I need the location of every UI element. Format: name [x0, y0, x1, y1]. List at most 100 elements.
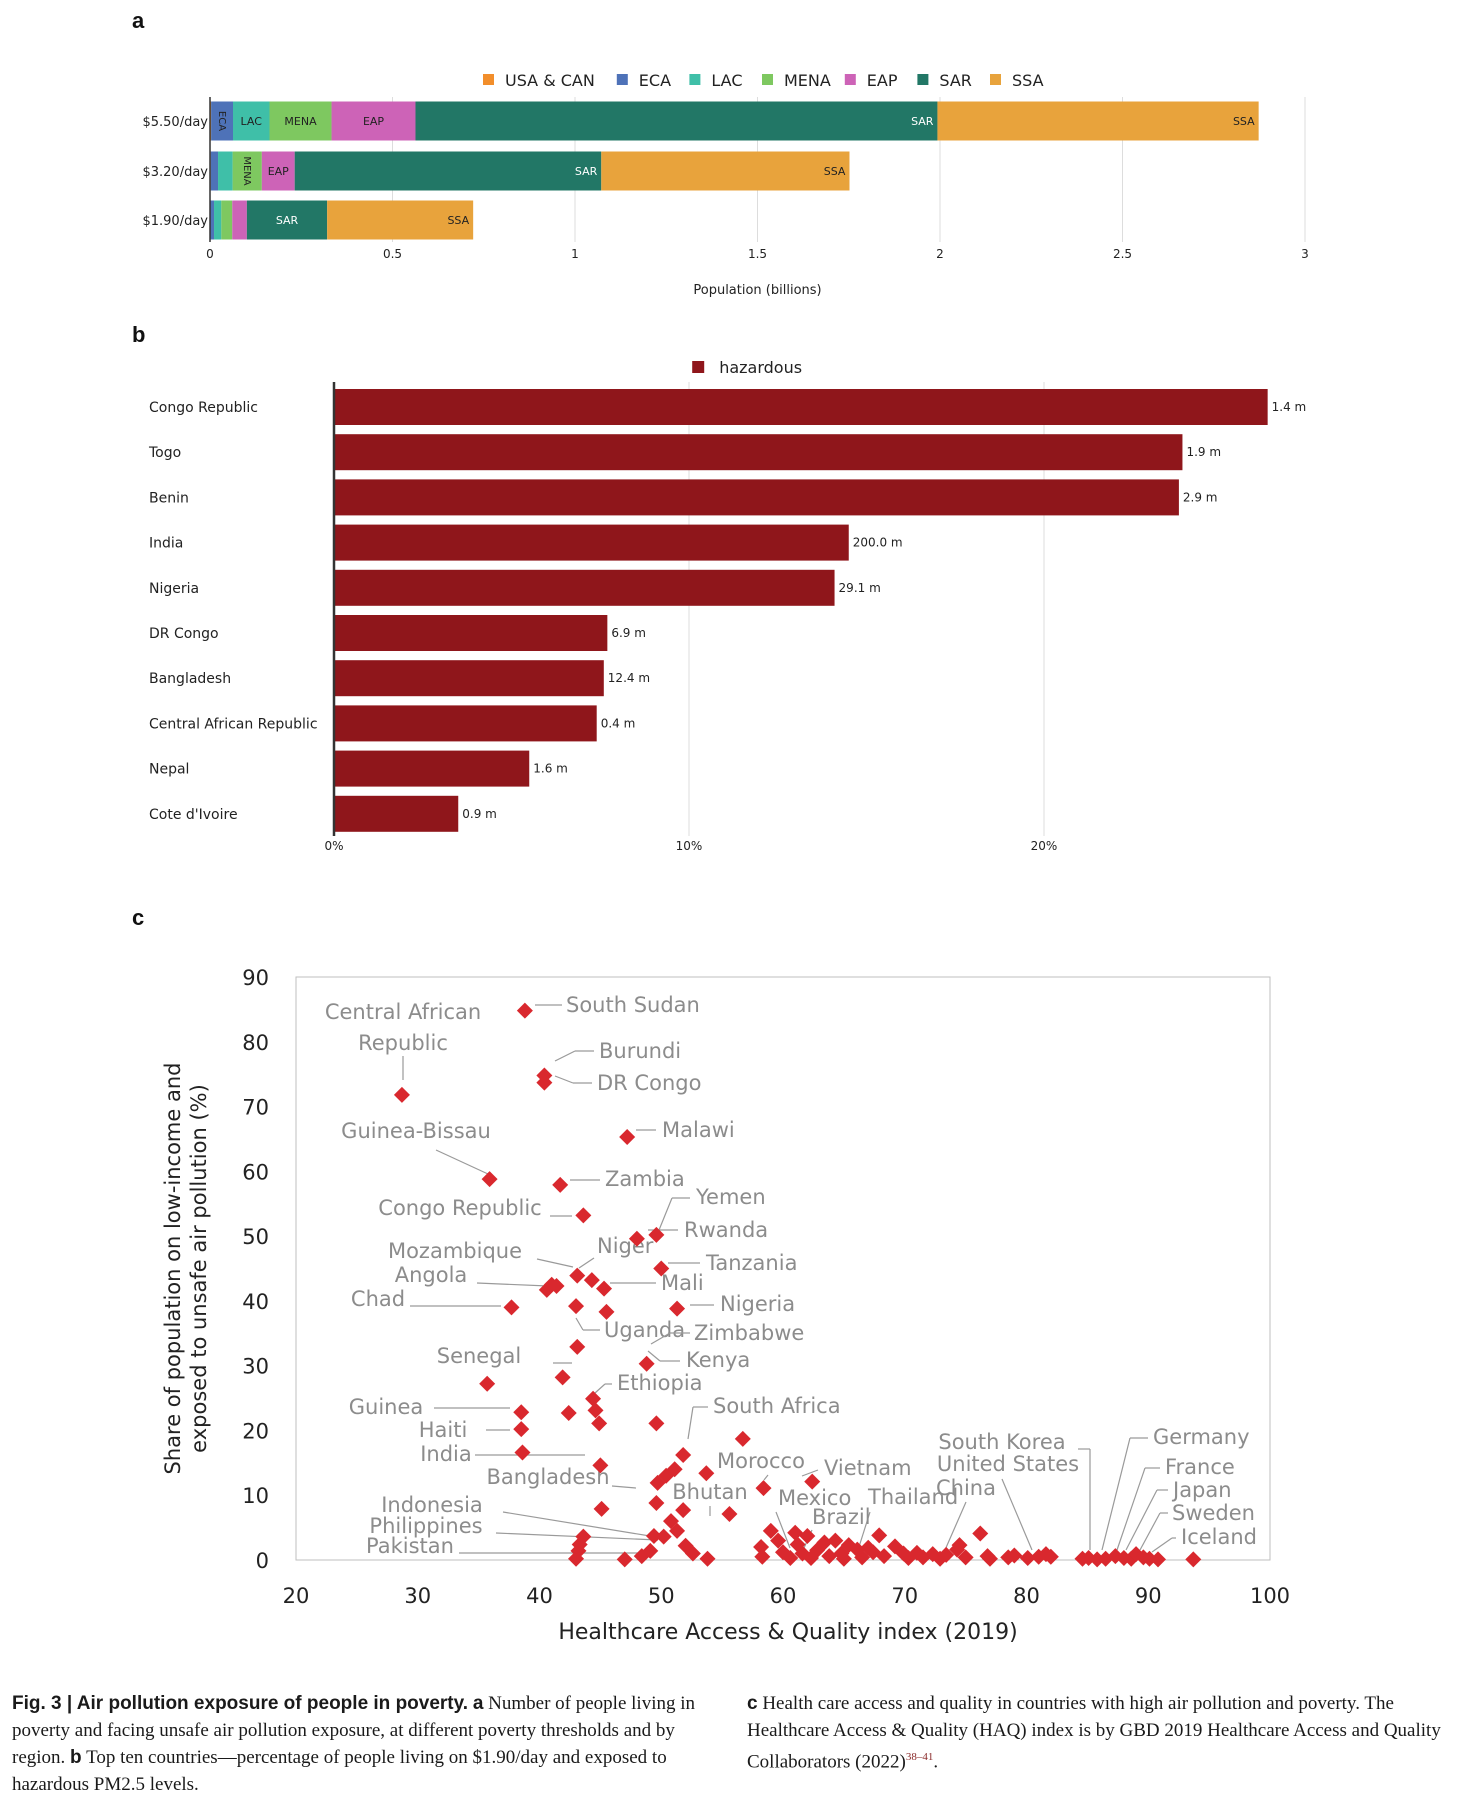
scatter-point — [561, 1405, 577, 1421]
scatter-point — [575, 1207, 591, 1223]
annotation-label: Brazil — [812, 1505, 871, 1529]
scatter-point — [787, 1525, 803, 1541]
caption-fig-label: Fig. 3 | Air pollution exposure of peopl… — [12, 1693, 468, 1714]
category-label: Bangladesh — [149, 671, 231, 687]
category-label: Benin — [149, 490, 189, 506]
annotation-label: Tanzania — [705, 1251, 797, 1275]
bar-value-label: 12.4 m — [608, 671, 650, 685]
scatter-point — [514, 1444, 530, 1460]
x-tick-label: 2 — [936, 247, 944, 261]
x-tick-label: 0.5 — [383, 247, 402, 261]
annotation-label: Bhutan — [672, 1480, 747, 1504]
caption-c-text: Health care access and quality in countr… — [747, 1693, 1441, 1772]
segment-label: SAR — [276, 214, 299, 227]
bar-segment — [211, 152, 218, 191]
x-tick-label: 90 — [1135, 1584, 1162, 1608]
legend-swatch — [692, 361, 704, 373]
category-label: $1.90/day — [142, 214, 208, 229]
y-tick-label: 0 — [256, 1549, 269, 1573]
annotation-leader-line — [1152, 1538, 1172, 1552]
scatter-point — [648, 1495, 664, 1511]
scatter-point — [972, 1525, 988, 1541]
legend-label: EAP — [867, 71, 898, 90]
x-axis-title: Healthcare Access & Quality index (2019) — [558, 1620, 1017, 1645]
segment-label: MENA — [241, 156, 252, 185]
segment-label: SSA — [1233, 115, 1255, 128]
scatter-point — [700, 1551, 716, 1567]
scatter-point — [394, 1087, 410, 1103]
legend-label: SAR — [939, 71, 972, 90]
bar — [334, 796, 458, 832]
scatter-point — [735, 1431, 751, 1447]
annotation-label: Yemen — [695, 1185, 766, 1209]
caption-column-2: c Health care access and quality in coun… — [747, 1690, 1459, 1775]
bar-segment — [232, 201, 247, 240]
annotation-label: Bangladesh — [486, 1465, 609, 1489]
annotation-label: Iceland — [1181, 1525, 1257, 1549]
x-axis-title: Population (billions) — [693, 283, 821, 298]
scatter-point — [639, 1356, 655, 1372]
segment-label: LAC — [241, 115, 263, 128]
scatter-point — [513, 1421, 529, 1437]
scatter-point — [555, 1369, 571, 1385]
annotation-label: Sweden — [1172, 1501, 1255, 1525]
y-tick-label: 30 — [242, 1355, 269, 1379]
x-tick-label: 10% — [676, 839, 703, 853]
bar — [334, 525, 849, 561]
annotation-label: Zimbabwe — [694, 1321, 804, 1345]
category-label: Cote d'Ivoire — [149, 807, 238, 823]
bar-segment — [210, 201, 214, 240]
annotation-leader-line — [1126, 1490, 1157, 1550]
segment-label: SAR — [911, 115, 934, 128]
annotation-label: Germany — [1153, 1425, 1250, 1449]
annotation-label: Uganda — [604, 1318, 685, 1342]
annotation-label: Republic — [358, 1031, 448, 1055]
annotation-label: Central African — [325, 1000, 481, 1024]
legend-swatch — [917, 74, 928, 85]
annotation-leader-line — [576, 1318, 583, 1330]
x-tick-label: 50 — [648, 1584, 675, 1608]
legend-label: ECA — [639, 71, 671, 90]
bar-value-label: 0.4 m — [601, 716, 636, 730]
annotation-label: Rwanda — [684, 1218, 768, 1242]
annotation-label: China — [936, 1476, 996, 1500]
annotation-leader-line — [555, 1051, 575, 1061]
annotation-label: Morocco — [717, 1449, 805, 1473]
annotation-label: Nigeria — [720, 1292, 795, 1316]
x-tick-label: 2.5 — [1113, 247, 1132, 261]
category-label: Togo — [148, 445, 181, 461]
caption-c-label: c — [747, 1693, 758, 1714]
bar — [334, 570, 835, 606]
scatter-point — [517, 1003, 533, 1019]
scatter-point — [569, 1339, 585, 1355]
annotation-leader-line — [1140, 1513, 1160, 1550]
legend-swatch — [762, 74, 773, 85]
category-label: Nepal — [149, 762, 189, 778]
annotation-label: United States — [937, 1452, 1079, 1476]
bar-value-label: 0.9 m — [462, 807, 497, 821]
annotation-leader-line — [503, 1512, 650, 1536]
caption-reference: 38–41 — [906, 1751, 934, 1763]
annotation-leader-line — [1002, 1479, 1032, 1550]
x-tick-label: 30 — [404, 1584, 431, 1608]
y-axis-title: Share of population on low-income and — [161, 1063, 185, 1475]
bar-value-label: 2.9 m — [1183, 490, 1218, 504]
legend-label: hazardous — [719, 358, 802, 377]
annotation-leader-line — [612, 1486, 636, 1488]
category-label: $5.50/day — [142, 115, 208, 130]
segment-label: MENA — [284, 115, 317, 128]
scatter-point — [721, 1506, 737, 1522]
legend-label: MENA — [784, 71, 831, 90]
annotation-label: Angola — [395, 1263, 468, 1287]
scatter-point — [669, 1301, 685, 1317]
annotation-leader-line — [764, 1475, 768, 1480]
legend-swatch — [845, 74, 856, 85]
scatter-point — [619, 1129, 635, 1145]
annotation-label: Kenya — [686, 1348, 750, 1372]
scatter-point — [482, 1171, 498, 1187]
scatter-point — [552, 1177, 568, 1193]
scatter-point — [656, 1529, 672, 1545]
x-tick-label: 0 — [206, 247, 214, 261]
scatter-point — [1185, 1551, 1201, 1567]
